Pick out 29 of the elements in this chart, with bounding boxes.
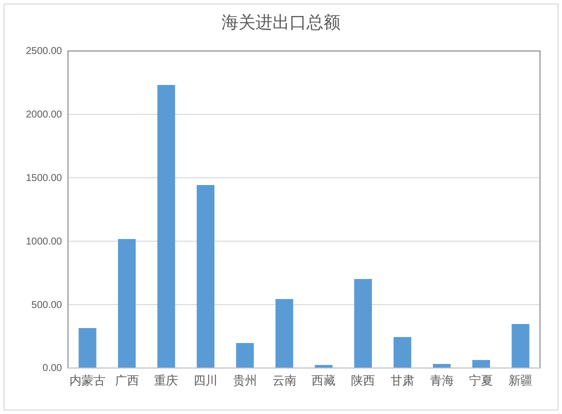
x-tick-label: 甘肃 (390, 374, 414, 388)
x-tick-label: 内蒙古 (69, 374, 106, 388)
x-tick-label: 四川 (194, 374, 218, 388)
x-tick-label: 贵州 (232, 374, 257, 388)
x-tick-label: 云南 (272, 374, 296, 388)
y-tick-label: 1500.00 (26, 173, 62, 184)
x-tick-label: 重庆 (154, 374, 178, 388)
bar (394, 337, 412, 368)
bar (512, 324, 530, 368)
x-tick-label: 新疆 (508, 374, 533, 388)
y-tick-label: 2500.00 (26, 46, 62, 58)
bar (472, 360, 490, 368)
chart-title: 海关进出口总额 (222, 13, 340, 33)
x-tick-label: 青海 (430, 374, 454, 388)
y-tick-label: 1000.00 (26, 236, 62, 248)
x-tick-label: 陕西 (351, 374, 376, 388)
x-tick-label: 宁夏 (469, 374, 494, 388)
bar (196, 185, 214, 368)
bar (354, 278, 372, 368)
y-tick-label: 0.00 (42, 363, 62, 374)
x-tick-label: 广西 (114, 374, 139, 388)
bar (236, 343, 254, 368)
y-tick-label: 2000.00 (26, 110, 62, 121)
bar (118, 239, 136, 368)
bar (78, 328, 96, 368)
bar (275, 299, 294, 368)
y-tick-label: 500.00 (31, 300, 62, 311)
x-tick-label: 西藏 (312, 374, 336, 388)
bar (157, 84, 176, 368)
